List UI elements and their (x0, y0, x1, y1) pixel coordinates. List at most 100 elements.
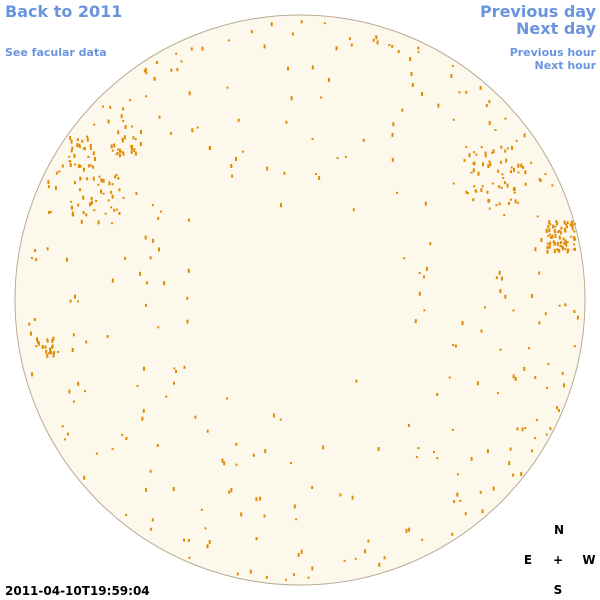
facula (565, 225, 568, 229)
facula (31, 372, 34, 377)
facula (113, 208, 116, 212)
facula (558, 236, 561, 240)
facula (83, 475, 86, 480)
facula (84, 147, 86, 151)
facula (410, 72, 413, 76)
facula (408, 423, 410, 427)
facula (297, 552, 300, 557)
facula (231, 174, 234, 178)
facula (512, 309, 515, 312)
facula (488, 199, 491, 203)
facula (479, 86, 482, 90)
facula (226, 86, 229, 89)
facula (556, 248, 559, 252)
facula (560, 226, 563, 230)
facula (472, 168, 475, 173)
facula (459, 499, 462, 502)
facula (187, 539, 190, 542)
facula (280, 203, 282, 208)
facula (572, 248, 575, 251)
facula (163, 281, 166, 286)
back-link[interactable]: Back to 2011 (5, 2, 122, 21)
facula (378, 562, 381, 567)
next-hour-link[interactable]: Next hour (535, 59, 597, 72)
facula (155, 61, 158, 64)
facula (456, 473, 459, 476)
facula (90, 200, 93, 205)
facula (473, 185, 476, 188)
facula (502, 177, 505, 180)
facula (79, 188, 81, 192)
facula (48, 211, 51, 214)
facula (547, 234, 550, 237)
facula (489, 162, 492, 167)
facula (73, 400, 75, 403)
facula (208, 147, 211, 150)
facula (265, 575, 268, 579)
next-day-link[interactable]: Next day (516, 19, 597, 38)
facula (77, 381, 80, 386)
facula (556, 241, 559, 246)
facula (292, 573, 295, 577)
facula (514, 199, 517, 204)
facula (539, 179, 542, 183)
facula (52, 353, 55, 358)
facula (151, 518, 154, 522)
facula (37, 340, 39, 344)
facula (70, 139, 73, 144)
facula (118, 188, 121, 192)
facula (513, 191, 516, 194)
facula (494, 129, 497, 131)
facula (176, 68, 179, 72)
facula (570, 220, 573, 223)
facula (433, 450, 435, 453)
facula (538, 271, 541, 275)
facula (571, 224, 574, 228)
previous-hour-link[interactable]: Previous hour (510, 46, 597, 59)
facula (362, 138, 365, 142)
facula (545, 228, 548, 232)
facula (55, 171, 58, 175)
facula (100, 189, 102, 194)
facula (544, 312, 547, 316)
facula (535, 419, 538, 422)
facula (158, 115, 161, 119)
facula (102, 192, 105, 195)
facula (564, 239, 567, 244)
facula (36, 337, 38, 342)
facula (285, 120, 288, 124)
facula (514, 377, 517, 381)
facula (505, 158, 508, 163)
facular-link[interactable]: See facular data (5, 46, 107, 59)
facula (92, 151, 95, 156)
facula (549, 223, 552, 226)
facula (564, 247, 567, 250)
facula (68, 155, 71, 158)
facula (343, 559, 346, 562)
facula (196, 126, 199, 129)
facula (436, 457, 439, 460)
facula (523, 366, 526, 371)
facula (144, 67, 147, 72)
facula (512, 473, 515, 477)
facula (576, 315, 579, 320)
facula (122, 107, 125, 111)
facula (146, 281, 148, 285)
facula (132, 136, 135, 140)
facula (530, 449, 533, 453)
facula (472, 198, 475, 202)
facula (35, 345, 38, 348)
compass-south: S (554, 583, 563, 597)
facula (51, 344, 54, 348)
facula (121, 150, 124, 153)
facula (129, 99, 132, 102)
facula (50, 350, 53, 355)
facula (520, 163, 523, 168)
facula (264, 449, 267, 454)
previous-day-link[interactable]: Previous day (480, 2, 597, 21)
facula (111, 183, 114, 186)
facula (263, 514, 266, 518)
facula (175, 52, 178, 55)
facula (172, 487, 175, 492)
facula (565, 223, 567, 226)
